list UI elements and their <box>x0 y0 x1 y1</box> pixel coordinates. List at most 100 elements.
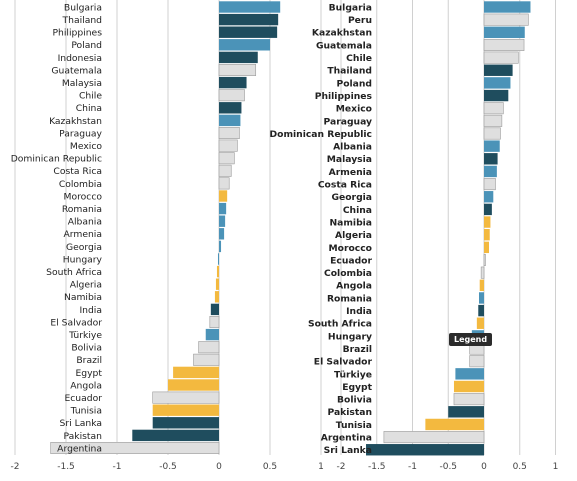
category-label: Bolivia <box>71 343 102 354</box>
category-label: Egypt <box>342 382 372 393</box>
category-label: Romania <box>62 204 102 215</box>
category-label: Pakistan <box>64 431 103 442</box>
category-label: Pakistan <box>327 407 372 418</box>
category-label: Namibia <box>329 217 372 228</box>
bar-algeria <box>215 278 219 290</box>
bar-peru <box>483 13 529 26</box>
bar-egypt <box>173 366 219 379</box>
bar-romania <box>478 292 484 304</box>
category-label: Ecuador <box>330 255 372 266</box>
category-label: China <box>76 103 102 114</box>
bar-mexico <box>483 102 504 115</box>
category-label: Colombia <box>324 268 372 279</box>
bar-colombia <box>218 177 230 190</box>
category-label: Sri Lanka <box>60 418 102 429</box>
category-label: Morocco <box>64 191 103 202</box>
category-label: Thailand <box>327 66 372 77</box>
category-label: Morocco <box>328 243 372 254</box>
bar-angola <box>479 279 484 291</box>
bar-kazakhstan <box>219 114 241 127</box>
bar-bulgaria <box>219 1 281 13</box>
category-label: El Salvador <box>314 357 373 368</box>
x-tick-label: -0.5 <box>159 462 177 472</box>
category-label: Poland <box>336 78 372 89</box>
bar-malaysia <box>484 153 498 165</box>
category-label: Mexico <box>70 141 102 152</box>
bar-costa-rica <box>218 164 232 177</box>
category-label: Tunisia <box>70 406 102 417</box>
bar-poland <box>219 39 270 51</box>
category-label: Argentina <box>57 443 102 454</box>
category-label: Indonesia <box>58 53 102 64</box>
bar-indonesia <box>219 51 258 64</box>
x-tick-label: 0.5 <box>263 462 277 472</box>
bar-egypt <box>453 380 484 393</box>
bar-brazil <box>193 353 220 366</box>
category-label: China <box>343 205 372 216</box>
category-label: Angola <box>336 281 372 292</box>
x-tick-label: 0 <box>481 462 487 472</box>
bar-georgia <box>484 191 494 203</box>
category-label: Ecuador <box>64 393 102 404</box>
category-label: Peru <box>348 15 372 26</box>
bar-namibia <box>484 216 491 228</box>
x-tick-label: -1 <box>408 462 417 472</box>
x-tick-label: -1.5 <box>57 462 75 472</box>
category-label: South Africa <box>308 319 372 330</box>
category-label: Colombia <box>59 179 102 190</box>
category-label: South Africa <box>46 267 102 278</box>
legend-button[interactable]: Legend <box>449 333 493 346</box>
bar-morocco <box>484 241 490 254</box>
bar-ecuador <box>483 254 486 267</box>
category-label: Paraguay <box>59 128 102 139</box>
bar-hungary <box>217 253 219 265</box>
category-label: Argentina <box>321 433 372 444</box>
category-label: Malaysia <box>62 78 102 89</box>
category-label: Hungary <box>63 254 103 265</box>
category-label: Bulgaria <box>64 2 102 13</box>
category-label: Malaysia <box>327 154 372 165</box>
bar-angola <box>168 379 219 391</box>
bar-paraguay <box>218 127 240 140</box>
x-tick-label: 1 <box>553 462 559 472</box>
category-label: Albania <box>333 142 372 153</box>
bar-romania <box>219 202 227 215</box>
bar-argentina <box>383 431 485 444</box>
bar-armenia <box>219 228 225 240</box>
bar-philippines <box>219 26 278 38</box>
bar-argentina <box>50 441 220 454</box>
category-label: India <box>346 306 372 317</box>
bar-mexico <box>218 139 238 152</box>
category-label: Brazil <box>76 355 102 366</box>
category-label: Dominican Republic <box>11 154 102 165</box>
category-label: Bulgaria <box>329 2 372 13</box>
category-label: Armenia <box>329 167 372 178</box>
category-label: Namibia <box>64 292 102 303</box>
bar-morocco <box>219 190 228 202</box>
bar-chile <box>483 51 519 64</box>
bar-guatemala <box>218 64 257 77</box>
category-label: Romania <box>327 293 372 304</box>
category-label: Guatemala <box>316 40 372 51</box>
bar-india <box>210 303 219 316</box>
bar-dominican-republic <box>218 152 235 165</box>
category-label: Mexico <box>336 104 372 115</box>
bar-chile <box>218 89 245 102</box>
bar-t-rkiye <box>455 368 484 380</box>
category-label: Poland <box>71 40 102 51</box>
bar-thailand <box>484 64 513 76</box>
category-label: Philippines <box>315 91 373 102</box>
bar-tunisia <box>425 418 484 431</box>
bar-algeria <box>484 229 490 241</box>
bar-georgia <box>219 240 222 253</box>
bar-pakistan <box>448 406 484 418</box>
category-label: Sri Lanka <box>324 445 372 456</box>
category-label: Kazakhstan <box>49 116 102 127</box>
category-label: Bolivia <box>337 395 372 406</box>
category-label: Philippines <box>53 28 103 39</box>
x-tick-label: 0.5 <box>513 462 527 472</box>
category-label: Algeria <box>70 280 102 291</box>
category-label: Hungary <box>328 331 372 342</box>
